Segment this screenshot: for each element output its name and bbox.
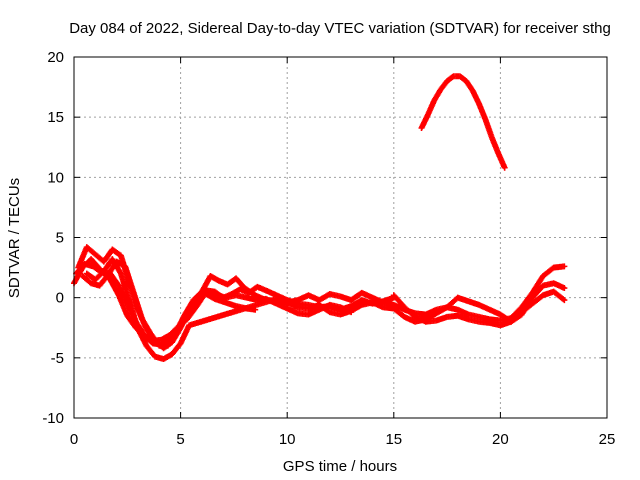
data-series — [71, 73, 568, 363]
data-point — [561, 263, 568, 270]
y-tick-label: -10 — [42, 410, 64, 427]
series-track-4 — [79, 258, 568, 349]
data-point — [560, 296, 567, 303]
y-tick-label: 15 — [47, 109, 64, 126]
grid — [74, 57, 607, 418]
x-tick-label: 25 — [599, 431, 616, 448]
series-track-6 — [390, 288, 568, 329]
y-tick-label: 5 — [56, 230, 64, 247]
y-tick-label: 20 — [47, 49, 64, 66]
series-track-7 — [418, 73, 508, 171]
series-track-2 — [73, 260, 355, 344]
data-point — [561, 297, 568, 304]
axis-ticks: 0 5 10 15 20 25 -10 -5 0 5 10 15 20 — [42, 49, 615, 448]
y-axis-title: SDTVAR / TECUs — [6, 178, 23, 298]
y-tick-label: 10 — [47, 169, 64, 186]
data-point — [501, 164, 508, 171]
plot-frame — [73, 56, 608, 419]
y-tick-label: -5 — [51, 350, 64, 367]
chart-title: Day 084 of 2022, Sidereal Day-to-day VTE… — [69, 20, 611, 37]
x-tick-label: 15 — [385, 431, 402, 448]
x-axis-title: GPS time / hours — [283, 458, 397, 475]
y-tick-label: 0 — [56, 290, 64, 307]
x-tick-label: 5 — [176, 431, 184, 448]
data-point — [561, 285, 568, 292]
x-tick-label: 0 — [70, 431, 78, 448]
x-tick-label: 10 — [279, 431, 296, 448]
x-tick-label: 20 — [492, 431, 509, 448]
